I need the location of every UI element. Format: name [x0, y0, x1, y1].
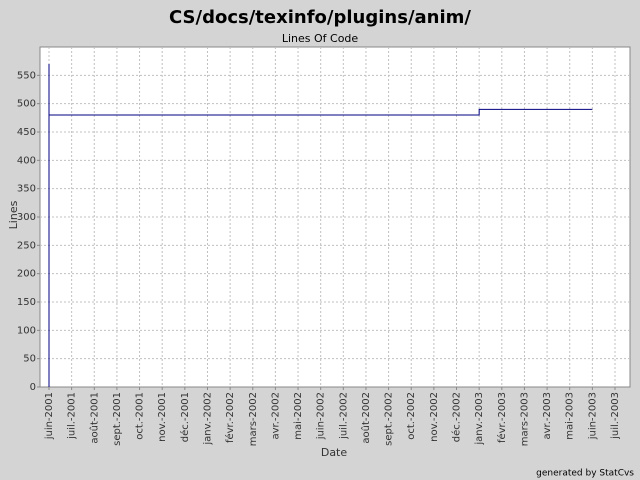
- x-tick-label: févr.-2003: [496, 392, 508, 443]
- x-tick-label: oct.-2002: [406, 392, 417, 440]
- x-tick-label: juin-2002: [316, 392, 327, 440]
- x-tick-label: janv.-2002: [202, 392, 213, 446]
- x-axis-label: Date: [321, 446, 348, 459]
- x-tick-label: févr.-2002: [224, 392, 236, 443]
- plot-area: [39, 46, 631, 388]
- x-tick-label: janv.-2003: [474, 392, 485, 446]
- chart-subtitle: Lines Of Code: [282, 32, 359, 45]
- data-line: [48, 64, 593, 387]
- y-tick-label: 250: [17, 240, 36, 251]
- y-tick-label: 0: [30, 382, 36, 393]
- x-tick-label: août-2001: [88, 392, 100, 444]
- y-tick-label: 450: [17, 127, 36, 138]
- x-tick-label: déc.-2001: [179, 392, 191, 442]
- x-tick-label: août-2002: [360, 392, 372, 444]
- x-tick-label: mai-2002: [293, 392, 304, 440]
- x-tick-label: juil.-2001: [67, 392, 78, 440]
- y-tick-label: 200: [17, 269, 36, 280]
- x-tick-label: oct.-2001: [135, 392, 146, 440]
- x-tick-label: mars-2002: [248, 392, 259, 446]
- y-tick-label: 400: [17, 155, 36, 166]
- y-tick-label: 300: [17, 212, 36, 223]
- x-tick-label: avr.-2002: [270, 392, 281, 439]
- y-tick-label: 50: [23, 354, 36, 365]
- y-tick-label: 100: [17, 325, 36, 336]
- x-tick-label: déc.-2002: [451, 392, 463, 442]
- y-axis-label: Lines: [7, 200, 20, 229]
- x-tick-label: nov.-2002: [429, 392, 440, 442]
- x-tick-label: juin-2001: [44, 392, 55, 440]
- x-tick-label: avr.-2003: [542, 392, 553, 439]
- y-tick-label: 350: [17, 184, 36, 195]
- x-tick-label: mars-2003: [519, 392, 530, 446]
- x-tick-label: nov.-2001: [157, 392, 168, 442]
- y-tick-label: 500: [17, 99, 36, 110]
- credit: generated by StatCvs: [536, 469, 634, 479]
- x-tick-label: sept.-2002: [384, 392, 395, 446]
- chart-title: CS/docs/texinfo/plugins/anim/: [169, 7, 471, 28]
- x-tick-label: juin-2003: [587, 392, 598, 440]
- x-tick-label: sept.-2001: [112, 392, 123, 446]
- y-tick-label: 150: [17, 297, 36, 308]
- x-tick-label: juil.-2003: [610, 392, 621, 440]
- y-tick-label: 550: [17, 70, 36, 81]
- x-tick-label: juil.-2002: [338, 392, 349, 440]
- x-tick-label: mai-2003: [565, 392, 576, 440]
